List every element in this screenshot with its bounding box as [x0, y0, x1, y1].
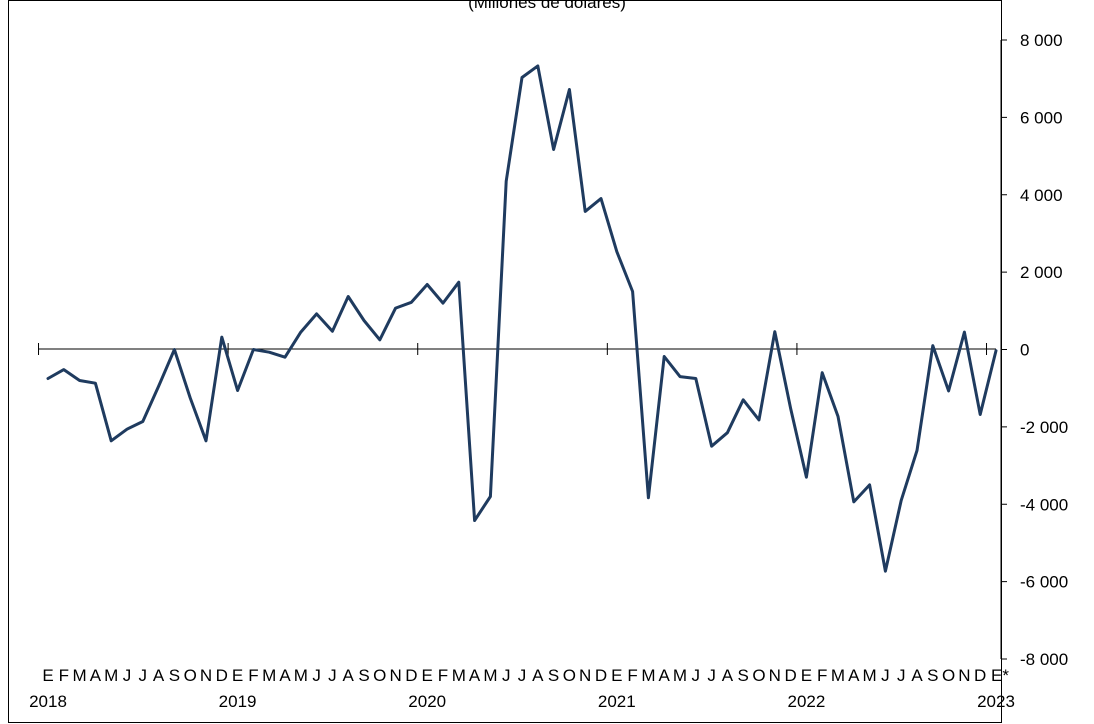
- x-month-label: E: [42, 666, 53, 685]
- y-tick-label: 0: [1020, 341, 1029, 360]
- x-month-label: N: [579, 666, 591, 685]
- plot-frame: [8, 0, 1002, 723]
- x-month-label: J: [312, 666, 321, 685]
- x-month-label: O: [563, 666, 576, 685]
- y-tick-label: -8 000: [1020, 650, 1068, 669]
- x-month-label: M: [452, 666, 466, 685]
- x-month-label: A: [279, 666, 291, 685]
- x-month-label: E: [801, 666, 812, 685]
- y-tick-labels: 8 000 6 000 4 000 2 000 0 -2 000 -4 000 -6 000 -…: [1020, 31, 1068, 669]
- x-month-label: J: [502, 666, 511, 685]
- x-month-label: N: [958, 666, 970, 685]
- x-month-label: M: [673, 666, 687, 685]
- x-month-label: A: [722, 666, 734, 685]
- x-month-label: M: [262, 666, 276, 685]
- x-month-label: D: [595, 666, 607, 685]
- x-month-label: S: [169, 666, 180, 685]
- x-month-label: E: [422, 666, 433, 685]
- x-month-label: M: [104, 666, 118, 685]
- x-year-label: 2023: [977, 692, 1015, 711]
- x-month-label: E*: [991, 666, 1009, 685]
- x-month-label: M: [831, 666, 845, 685]
- x-month-label: N: [200, 666, 212, 685]
- y-tick-label: 2 000: [1020, 263, 1063, 282]
- axes: [8, 0, 1007, 723]
- series-line: [46, 64, 998, 573]
- x-month-label: J: [692, 666, 701, 685]
- series-group: [46, 64, 998, 573]
- x-month-label: J: [518, 666, 527, 685]
- x-month-label: D: [974, 666, 986, 685]
- x-month-label: E: [611, 666, 622, 685]
- x-month-label: E: [232, 666, 243, 685]
- x-month-label: D: [405, 666, 417, 685]
- y-tick-label: -2 000: [1020, 418, 1068, 437]
- x-month-label: S: [358, 666, 369, 685]
- x-month-label: J: [897, 666, 906, 685]
- x-month-label: A: [469, 666, 481, 685]
- chart-subtitle: (Millones de dólares): [468, 0, 626, 12]
- x-year-label: 2021: [598, 692, 636, 711]
- x-month-label: S: [738, 666, 749, 685]
- x-month-label: A: [532, 666, 544, 685]
- x-month-label: J: [139, 666, 148, 685]
- y-tick-label: 8 000: [1020, 31, 1063, 50]
- y-tick-label: -6 000: [1020, 573, 1068, 592]
- x-month-label: F: [817, 666, 827, 685]
- x-month-label: O: [373, 666, 386, 685]
- x-month-label: A: [153, 666, 165, 685]
- x-month-label: M: [483, 666, 497, 685]
- x-year-label: 2020: [408, 692, 446, 711]
- x-month-label: M: [294, 666, 308, 685]
- x-month-label: D: [216, 666, 228, 685]
- x-month-label: O: [942, 666, 955, 685]
- x-month-label: O: [184, 666, 197, 685]
- x-month-label: A: [90, 666, 102, 685]
- x-year-label: 2019: [219, 692, 257, 711]
- x-year-label: 2022: [787, 692, 825, 711]
- x-month-label: J: [707, 666, 716, 685]
- y-tick-label: 4 000: [1020, 186, 1063, 205]
- x-month-label: M: [641, 666, 655, 685]
- x-month-label: F: [438, 666, 448, 685]
- x-year-label: 2018: [29, 692, 67, 711]
- x-month-label: A: [659, 666, 671, 685]
- x-month-label: M: [863, 666, 877, 685]
- x-month-label: D: [784, 666, 796, 685]
- x-month-label: S: [548, 666, 559, 685]
- x-month-label: A: [848, 666, 860, 685]
- x-month-label: A: [911, 666, 923, 685]
- x-month-label: N: [769, 666, 781, 685]
- x-month-label: F: [248, 666, 258, 685]
- x-month-label: N: [389, 666, 401, 685]
- y-tick-label: 6 000: [1020, 108, 1063, 127]
- x-month-label: F: [59, 666, 69, 685]
- x-month-label: O: [752, 666, 765, 685]
- x-month-label: J: [123, 666, 132, 685]
- x-month-label: J: [881, 666, 890, 685]
- x-month-label: F: [627, 666, 637, 685]
- x-month-label: A: [343, 666, 355, 685]
- x-month-label: J: [328, 666, 337, 685]
- x-month-label: M: [73, 666, 87, 685]
- x-month-label: S: [927, 666, 938, 685]
- y-tick-label: -4 000: [1020, 495, 1068, 514]
